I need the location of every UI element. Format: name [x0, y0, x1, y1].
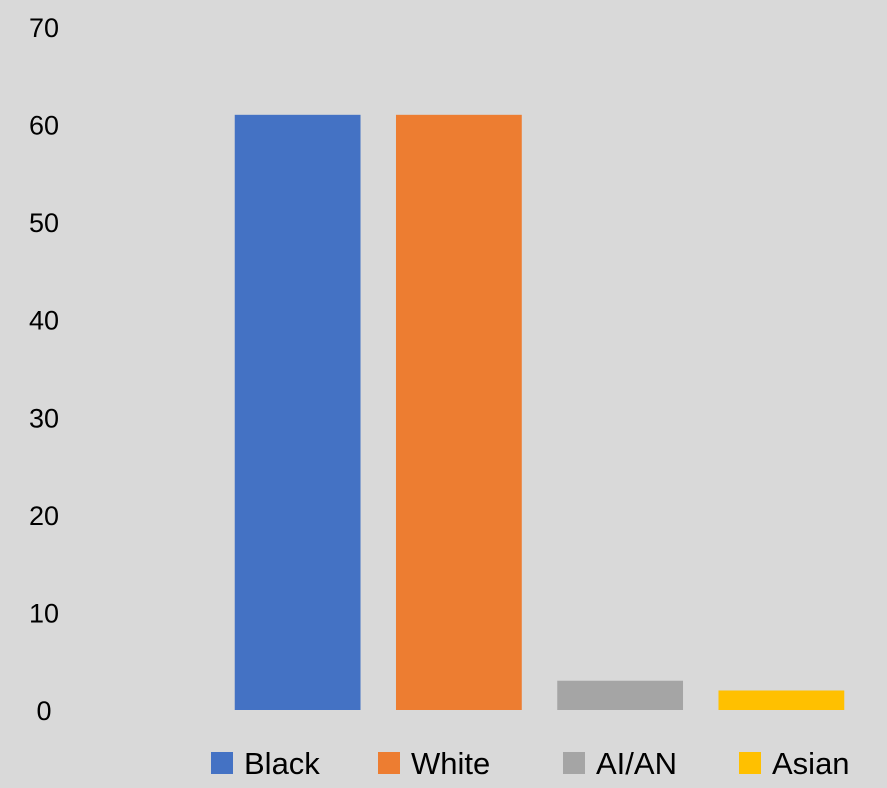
bar-ai-an: [557, 680, 684, 710]
y-tick-label: 10: [29, 598, 59, 628]
legend-label: White: [411, 746, 490, 781]
legend: Black White AI/AN Asian: [211, 746, 850, 781]
legend-swatch: [739, 752, 761, 774]
y-tick-label: 60: [29, 111, 59, 141]
y-tick-label: 40: [29, 306, 59, 336]
legend-label: Asian: [772, 746, 850, 781]
legend-swatch: [211, 752, 233, 774]
bar-black: [234, 114, 361, 711]
legend-swatch: [563, 752, 585, 774]
y-tick-label: 0: [36, 696, 51, 726]
bar-asian: [718, 690, 845, 710]
legend-swatch: [378, 752, 400, 774]
y-tick-label: 50: [29, 208, 59, 238]
y-axis: 0 10 20 30 40 50 60 70: [29, 13, 59, 726]
bar-white: [395, 114, 522, 711]
legend-label: Black: [244, 746, 320, 781]
y-tick-label: 30: [29, 403, 59, 433]
y-tick-label: 20: [29, 501, 59, 531]
y-tick-label: 70: [29, 13, 59, 43]
legend-label: AI/AN: [596, 746, 677, 781]
bars-group: [234, 114, 845, 711]
